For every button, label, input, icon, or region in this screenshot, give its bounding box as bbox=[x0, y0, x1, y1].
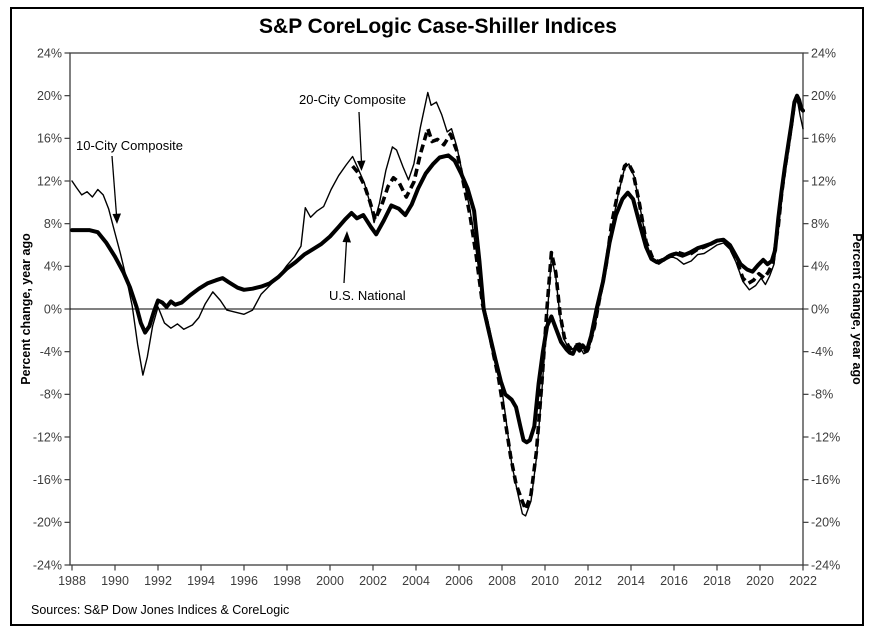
y-tick-label-left: -4% bbox=[40, 345, 62, 359]
chart-title: S&P CoreLogic Case-Shiller Indices bbox=[259, 15, 617, 38]
arrow-10-city-head bbox=[112, 213, 121, 224]
annotation-10-city-composite: 10-City Composite bbox=[76, 138, 183, 153]
y-tick-label-right: 24% bbox=[811, 46, 836, 60]
y-tick-label-left: 24% bbox=[37, 46, 62, 60]
y-tick-label-right: -16% bbox=[811, 473, 840, 487]
x-tick-label: 2010 bbox=[531, 574, 559, 588]
x-tick-label: 2022 bbox=[789, 574, 817, 588]
arrow-10-city-line bbox=[111, 155, 118, 216]
y-tick-label-left: -20% bbox=[33, 516, 62, 530]
arrow-national-head bbox=[342, 231, 351, 243]
y-tick-label-left: 12% bbox=[37, 174, 62, 188]
arrow-20-city-head bbox=[357, 160, 366, 171]
x-tick-label: 1994 bbox=[187, 574, 215, 588]
source-note: Sources: S&P Dow Jones Indices & CoreLog… bbox=[31, 603, 290, 617]
y-tick-label-right: 4% bbox=[811, 260, 829, 274]
y-tick-label-left: 8% bbox=[44, 217, 62, 231]
y-axis-title-left: Percent change, year ago bbox=[19, 233, 33, 385]
arrow-national-line bbox=[343, 240, 348, 284]
y-tick-label-left: -24% bbox=[33, 558, 62, 572]
y-tick-label-right: 8% bbox=[811, 217, 829, 231]
x-tick-label: 2012 bbox=[574, 574, 602, 588]
arrow-20-city-line bbox=[358, 111, 363, 163]
y-tick-label-left: -8% bbox=[40, 388, 62, 402]
y-tick-label-right: -4% bbox=[811, 345, 833, 359]
x-tick-label: 1990 bbox=[101, 574, 129, 588]
x-tick-label: 2006 bbox=[445, 574, 473, 588]
y-tick-label-left: -16% bbox=[33, 473, 62, 487]
x-tick-label: 2002 bbox=[359, 574, 387, 588]
x-tick-label: 2008 bbox=[488, 574, 516, 588]
x-tick-label: 2004 bbox=[402, 574, 430, 588]
series-line-20-city-composite bbox=[351, 94, 805, 512]
annotation-20-city-composite: 20-City Composite bbox=[299, 92, 406, 107]
x-tick-label: 2020 bbox=[746, 574, 774, 588]
y-tick-label-right: -24% bbox=[811, 558, 840, 572]
y-tick-label-left: 20% bbox=[37, 89, 62, 103]
x-tick-label: 1998 bbox=[273, 574, 301, 588]
y-tick-label-right: -8% bbox=[811, 388, 833, 402]
x-tick-label: 1996 bbox=[230, 574, 258, 588]
series-group bbox=[70, 91, 805, 517]
y-tick-label-right: -20% bbox=[811, 516, 840, 530]
x-tick-label: 1992 bbox=[144, 574, 172, 588]
y-tick-label-left: 0% bbox=[44, 302, 62, 316]
x-tick-label: 2018 bbox=[703, 574, 731, 588]
y-tick-label-right: 16% bbox=[811, 132, 836, 146]
x-tick-label: 2016 bbox=[660, 574, 688, 588]
y-tick-label-right: 20% bbox=[811, 89, 836, 103]
y-tick-label-left: 4% bbox=[44, 260, 62, 274]
y-tick-label-right: 0% bbox=[811, 302, 829, 316]
y-tick-label-right: -12% bbox=[811, 430, 840, 444]
x-tick-label: 2000 bbox=[316, 574, 344, 588]
x-tick-label: 2014 bbox=[617, 574, 645, 588]
annotation-us-national: U.S. National bbox=[329, 288, 406, 303]
x-tick-label: 1988 bbox=[58, 574, 86, 588]
y-axis-title-right: Percent change, year ago bbox=[850, 233, 864, 385]
y-tick-label-right: 12% bbox=[811, 174, 836, 188]
y-tick-label-left: 16% bbox=[37, 132, 62, 146]
y-tick-label-left: -12% bbox=[33, 430, 62, 444]
